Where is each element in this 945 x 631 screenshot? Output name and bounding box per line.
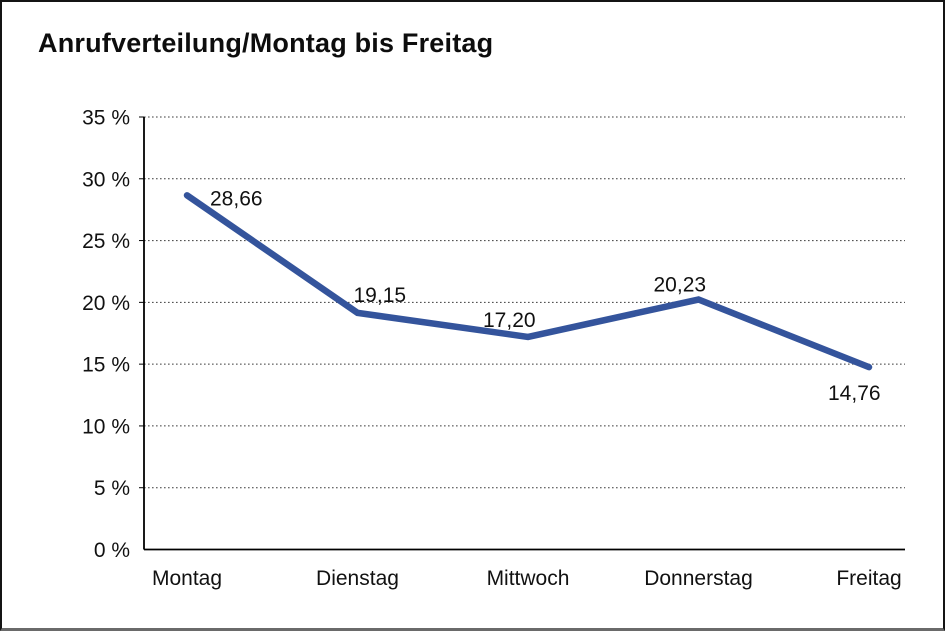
data-line [183,192,873,371]
x-category-label: Montag [152,567,222,590]
value-label: 19,15 [354,284,407,307]
y-tick-label: 15 % [82,354,130,377]
y-tick-label: 20 % [82,292,130,315]
y-tick-label: 25 % [82,230,130,253]
y-tick-label: 5 % [94,477,130,500]
y-tick-label: 30 % [82,168,130,191]
y-tick-label: 35 % [82,107,130,130]
x-category-label: Donnerstag [644,567,753,590]
x-category-label: Dienstag [316,567,399,590]
value-label: 14,76 [828,382,881,405]
x-category-label: Freitag [836,567,901,590]
value-label: 20,23 [654,274,707,297]
value-label: 28,66 [210,187,263,210]
value-label: 17,20 [483,309,536,332]
chart-title: Anrufverteilung/Montag bis Freitag [38,28,494,58]
x-category-label: Mittwoch [487,567,570,590]
y-tick-label: 10 % [82,415,130,438]
y-tick-label: 0 % [94,539,130,562]
